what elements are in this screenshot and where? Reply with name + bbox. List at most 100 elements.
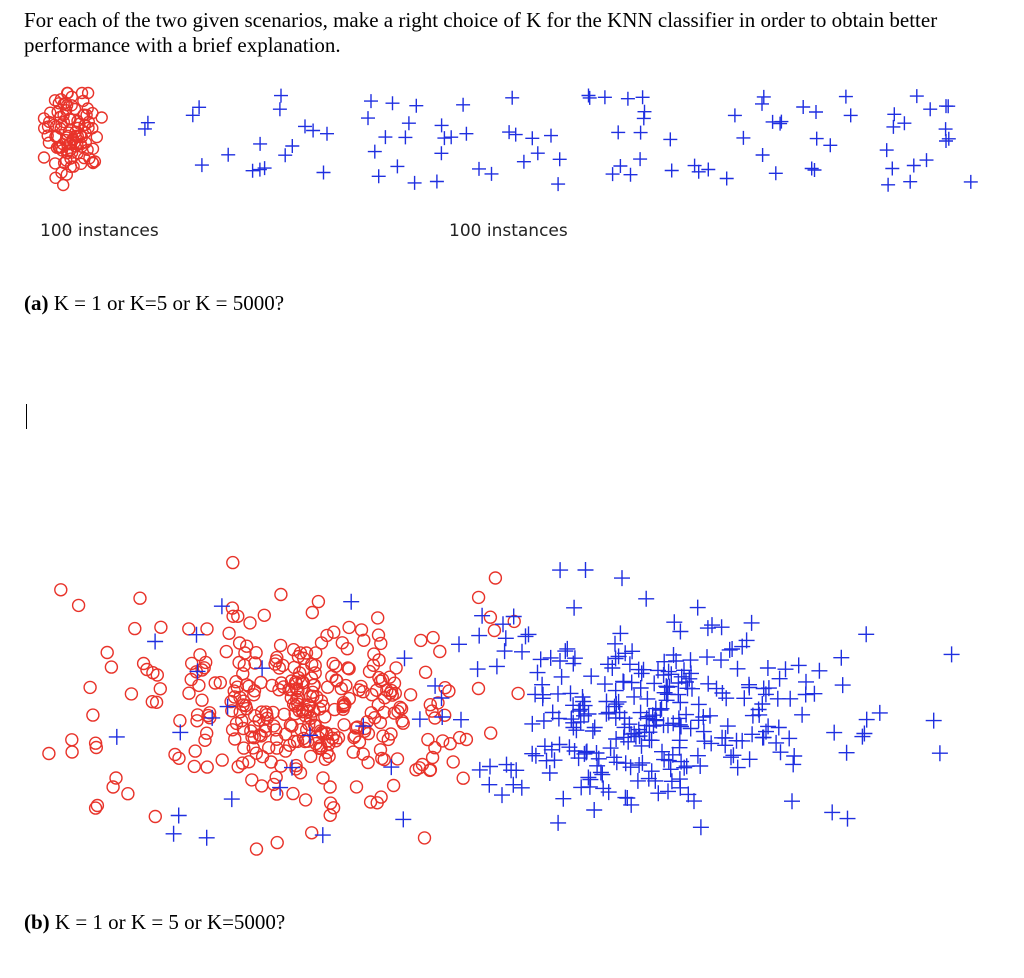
data-point-plus <box>596 676 613 693</box>
data-point-plus <box>629 772 646 789</box>
question-prompt: For each of the two given scenarios, mak… <box>24 8 938 57</box>
data-point-circle <box>304 711 318 725</box>
scatter-plot-a <box>37 86 978 192</box>
data-point-plus <box>543 741 560 758</box>
data-point-plus <box>771 670 788 687</box>
data-point-plus <box>254 660 271 677</box>
data-point-plus <box>508 127 523 142</box>
data-point-plus <box>245 163 260 178</box>
data-point-plus <box>617 755 634 772</box>
data-point-plus <box>607 710 624 726</box>
data-point-plus <box>741 679 758 696</box>
data-point-circle <box>346 745 360 759</box>
data-point-circle <box>236 698 250 712</box>
data-point-plus <box>378 130 393 145</box>
data-point-plus <box>272 102 287 117</box>
data-point-circle <box>71 598 86 613</box>
data-point-plus <box>395 811 412 828</box>
data-point-plus <box>734 638 751 655</box>
data-point-circle <box>357 633 371 648</box>
data-point-circle <box>313 724 328 738</box>
data-point-circle <box>326 801 341 815</box>
question-a-label: (a) <box>24 291 49 315</box>
data-point-plus <box>843 108 858 123</box>
data-point-plus <box>623 796 640 813</box>
text-cursor[interactable] <box>26 404 27 429</box>
data-point-plus <box>550 710 567 727</box>
data-point-circle <box>192 678 206 693</box>
data-point-plus <box>757 686 774 703</box>
data-point-circle <box>288 706 302 721</box>
data-point-plus <box>535 686 551 703</box>
data-point-plus <box>472 161 486 176</box>
data-point-circle <box>198 733 212 748</box>
data-point-circle <box>149 695 164 710</box>
data-point-plus <box>213 598 230 615</box>
data-point-circle <box>52 97 65 110</box>
data-point-plus <box>925 712 942 729</box>
data-point-circle <box>421 732 435 747</box>
data-point-circle <box>104 660 119 674</box>
data-point-plus <box>598 705 615 722</box>
data-point-plus <box>621 656 638 673</box>
data-point-plus <box>700 675 717 692</box>
data-point-plus <box>361 111 375 126</box>
data-point-plus <box>931 745 948 762</box>
data-point-circle <box>86 708 100 722</box>
data-point-circle <box>57 178 70 192</box>
data-point-plus <box>409 98 424 113</box>
data-point-circle <box>459 732 474 747</box>
data-point-circle <box>136 656 151 671</box>
data-point-plus <box>221 147 236 162</box>
data-point-plus <box>647 700 664 717</box>
data-point-circle <box>377 705 391 720</box>
data-point-plus <box>897 116 912 131</box>
data-point-circle <box>423 697 437 712</box>
data-point-circle <box>106 780 120 794</box>
data-point-plus <box>729 660 746 677</box>
data-point-plus <box>760 718 777 735</box>
data-point-circle <box>394 701 409 716</box>
data-point-circle <box>88 155 102 168</box>
data-point-plus <box>572 701 589 718</box>
data-point-plus <box>513 779 530 796</box>
data-point-circle <box>278 727 293 741</box>
data-point-circle <box>348 729 362 743</box>
data-point-plus <box>553 668 570 685</box>
data-point-plus <box>671 716 688 733</box>
data-point-plus <box>581 88 596 103</box>
data-point-circle <box>248 656 262 670</box>
data-point-plus <box>785 756 802 773</box>
data-point-circle <box>305 605 319 620</box>
data-point-circle <box>388 686 402 701</box>
data-point-plus <box>592 764 609 781</box>
data-point-circle <box>262 740 276 755</box>
caption-left-instances: 100 instances <box>40 221 159 241</box>
data-point-circle <box>294 722 308 737</box>
data-point-circle <box>190 714 204 728</box>
data-point-circle <box>226 555 240 570</box>
data-point-plus <box>188 626 205 643</box>
data-point-circle <box>90 798 105 813</box>
data-point-plus <box>643 763 660 780</box>
data-point-plus <box>514 643 530 660</box>
data-point-plus <box>755 96 769 111</box>
data-point-plus <box>807 163 822 177</box>
data-point-plus <box>941 131 956 146</box>
data-point-circle <box>361 755 375 770</box>
data-point-plus <box>939 134 953 148</box>
data-point-plus <box>568 722 585 739</box>
data-point-circle <box>188 744 202 758</box>
data-point-plus <box>646 675 663 692</box>
data-point-plus <box>198 829 215 846</box>
data-point-plus <box>505 608 522 625</box>
data-point-circle <box>471 590 486 605</box>
data-point-circle <box>443 736 457 751</box>
data-point-plus <box>683 665 699 682</box>
data-point-plus <box>605 167 620 182</box>
data-point-plus <box>668 653 685 669</box>
data-point-circle <box>154 620 168 635</box>
data-point-plus <box>600 656 616 673</box>
data-point-plus <box>662 761 679 778</box>
data-point-circle <box>484 726 498 740</box>
